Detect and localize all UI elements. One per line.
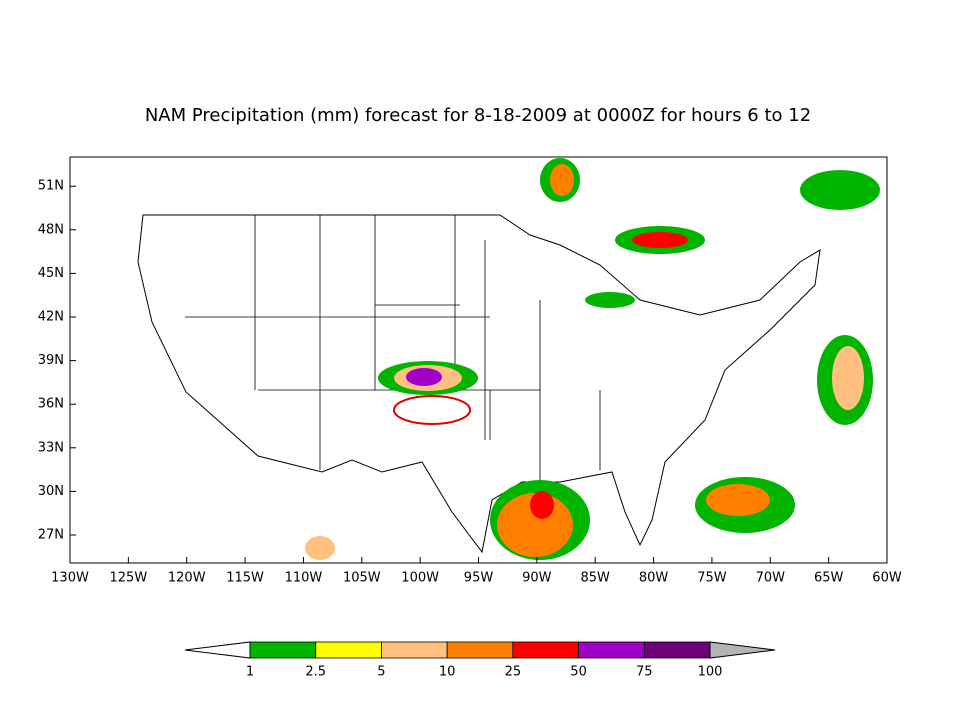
- lon-label: 90W: [522, 571, 552, 586]
- lon-label: 95W: [464, 571, 494, 586]
- lat-label: 45N: [38, 266, 64, 281]
- lon-label: 70W: [756, 571, 786, 586]
- lon-label: 130W: [51, 571, 89, 586]
- lat-label: 39N: [38, 353, 64, 368]
- colorbar-segment: [249, 641, 317, 659]
- highlight-ellipse: [393, 395, 471, 425]
- colorbar-label: 2.5: [305, 665, 326, 680]
- colorbar-segment: [315, 641, 382, 659]
- lon-label: 120W: [168, 571, 206, 586]
- us-outline: [137, 214, 821, 554]
- precipitation: [305, 158, 880, 560]
- lon-label: 100W: [401, 571, 439, 586]
- lat-label: 42N: [38, 310, 64, 325]
- colorbar-segment: [578, 641, 645, 659]
- colorbar-segment: [446, 641, 514, 659]
- colorbar-label: 25: [505, 665, 522, 680]
- lon-label: 60W: [872, 571, 902, 586]
- colorbar-label: 10: [439, 665, 456, 680]
- lat-label: 48N: [38, 222, 64, 237]
- colorbar-segment: [512, 641, 579, 659]
- lat-label: 36N: [38, 397, 64, 412]
- lon-label: 80W: [639, 571, 669, 586]
- lat-label: 27N: [38, 528, 64, 543]
- colorbar-label: 50: [570, 665, 587, 680]
- lon-label: 105W: [343, 571, 381, 586]
- colorbar-label: 75: [636, 665, 653, 680]
- colorbar-high-end: [709, 641, 776, 659]
- lat-label: 33N: [38, 440, 64, 455]
- lon-label: 85W: [581, 571, 611, 586]
- lon-label: 75W: [697, 571, 727, 586]
- lat-label: 51N: [38, 179, 64, 194]
- lon-label: 115W: [226, 571, 264, 586]
- colorbar-segment: [643, 641, 711, 659]
- lon-label: 110W: [285, 571, 323, 586]
- lon-label: 125W: [110, 571, 148, 586]
- map-area: [69, 156, 888, 564]
- lat-label: 30N: [38, 484, 64, 499]
- colorbar-label: 5: [377, 665, 385, 680]
- colorbar-low-end: [184, 641, 251, 659]
- lon-label: 65W: [814, 571, 844, 586]
- colorbar-label: 1: [246, 665, 254, 680]
- colorbar-label: 100: [698, 665, 723, 680]
- colorbar-segment: [381, 641, 448, 659]
- map-title: NAM Precipitation (mm) forecast for 8-18…: [145, 105, 811, 126]
